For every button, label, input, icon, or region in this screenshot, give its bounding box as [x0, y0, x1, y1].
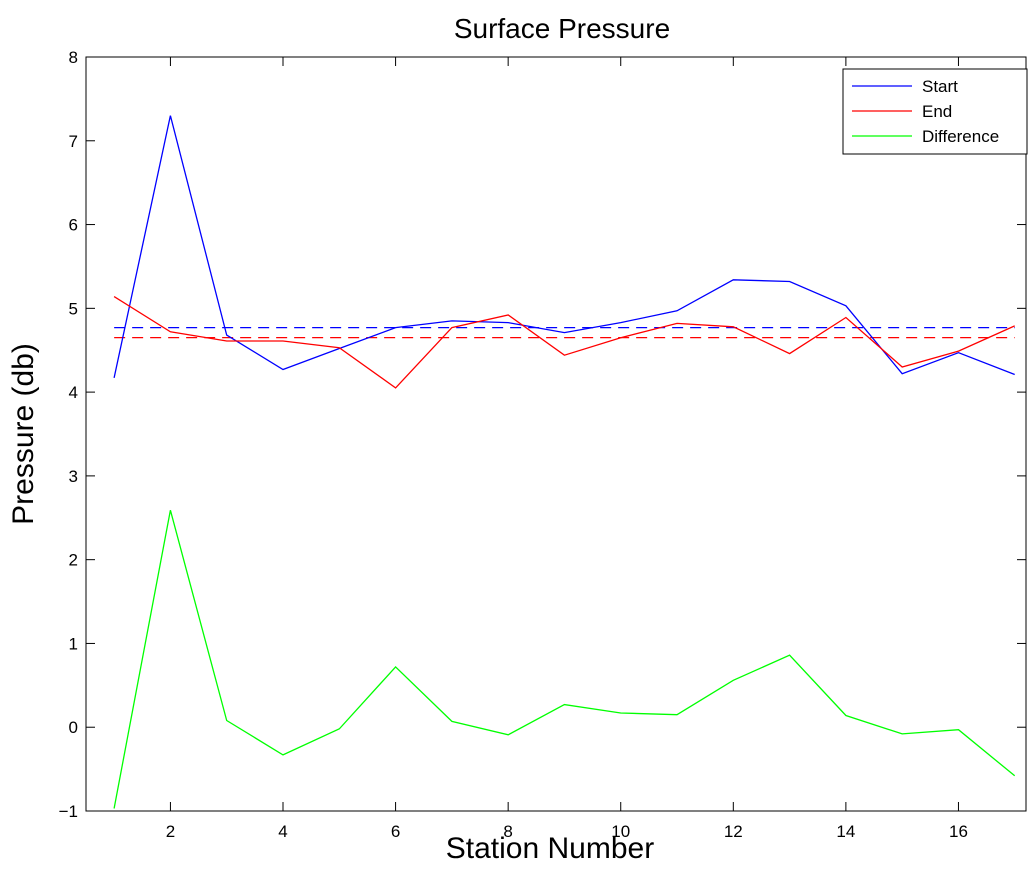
y-tick-label: 3 — [69, 467, 78, 486]
data-series — [113, 115, 1016, 809]
y-tick-label: 2 — [69, 551, 78, 570]
y-tick-label: 8 — [69, 48, 78, 67]
plot-frame — [85, 56, 1027, 812]
legend: Start End Difference — [842, 68, 1028, 155]
y-tick-label: 7 — [69, 132, 78, 151]
x-tick-label: 10 — [611, 822, 630, 841]
x-axis: 2 4 6 8 10 12 14 16 — [166, 57, 968, 841]
legend-label: Start — [922, 77, 958, 96]
y-tick-label: 0 — [69, 718, 78, 737]
y-tick-label: 6 — [69, 216, 78, 235]
y-tick-label: −1 — [59, 802, 78, 821]
series-line-difference — [113, 510, 1016, 809]
y-tick-label: 5 — [69, 299, 78, 318]
x-tick-label: 12 — [724, 822, 743, 841]
x-tick-label: 16 — [949, 822, 968, 841]
x-tick-label: 6 — [391, 822, 400, 841]
y-axis: −1 0 1 2 3 4 5 6 7 8 — [59, 48, 1026, 821]
plot-area — [85, 56, 1027, 812]
series-line-end — [113, 296, 1015, 389]
y-axis-label: Pressure (db) — [7, 343, 40, 525]
reference-lines — [114, 327, 1015, 339]
chart-title: Surface Pressure — [454, 13, 670, 44]
x-tick-label: 4 — [278, 822, 287, 841]
series-line-start — [113, 115, 1015, 379]
x-tick-label: 14 — [836, 822, 855, 841]
y-tick-label: 1 — [69, 634, 78, 653]
x-axis-label: Station Number — [446, 832, 654, 865]
x-tick-label: 2 — [166, 822, 175, 841]
legend-label: Difference — [922, 127, 999, 146]
legend-label: End — [922, 102, 952, 121]
y-tick-label: 4 — [69, 383, 78, 402]
x-tick-label: 8 — [503, 822, 512, 841]
